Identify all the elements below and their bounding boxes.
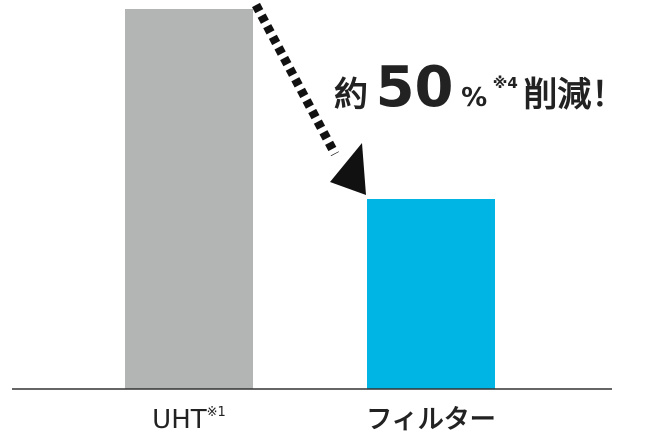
- category-label-text: フィルター: [366, 405, 495, 435]
- arrow-shaft: [252, 2, 339, 157]
- category-label-text: UHT: [152, 405, 207, 435]
- bars-group: [125, 9, 495, 389]
- reduction-arrow: [252, 2, 366, 195]
- bar-uht: [125, 9, 253, 389]
- arrow-head-icon: [330, 143, 366, 195]
- category-label-filter: フィルター: [366, 405, 495, 435]
- category-labels: UHT※1 フィルター: [152, 405, 496, 435]
- annotation-prefix: 約: [334, 75, 368, 115]
- reduction-annotation: 約 50 % ※4 削減！: [334, 55, 625, 120]
- annotation-unit: %: [461, 83, 487, 113]
- bar-filter: [367, 199, 495, 389]
- annotation-note: ※4: [493, 74, 518, 92]
- annotation-suffix: 削減！: [523, 75, 625, 115]
- category-footnote-mark: ※1: [207, 405, 226, 420]
- annotation-number: 50: [376, 55, 454, 120]
- category-label-uht: UHT※1: [152, 405, 226, 435]
